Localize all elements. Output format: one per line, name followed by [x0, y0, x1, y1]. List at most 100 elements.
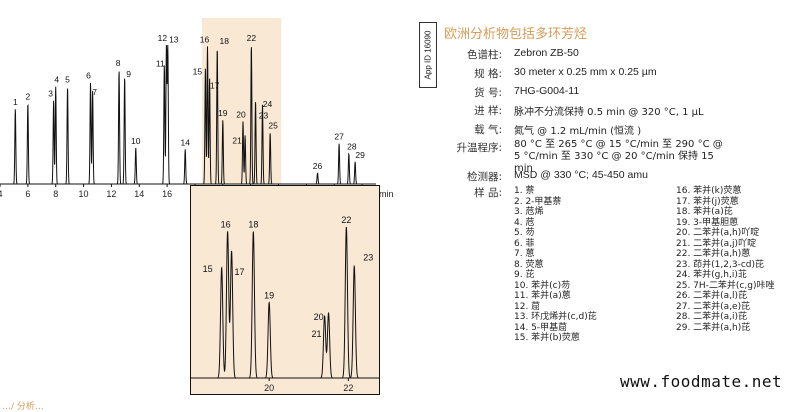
main-chromatogram: 4681012141618202224262830min123456789101…	[0, 18, 394, 199]
analyte-item: 15. 苯并(b)荧蒽	[514, 333, 580, 343]
peak-label: 12	[158, 33, 168, 43]
peak-label: 20	[314, 312, 324, 322]
x-tick-label: 16	[162, 189, 172, 199]
analyte-item: 26. 二苯并(a,l)芘	[676, 291, 748, 301]
param-value: 7HG-G004-11	[514, 85, 580, 97]
analyte-item: 20. 二苯并(a,h)吖啶	[676, 228, 760, 238]
peak-label: 9	[126, 69, 131, 79]
peak-label: 4	[54, 75, 59, 85]
peak-label: 8	[116, 58, 121, 68]
analyte-item: 5. 芴	[514, 228, 535, 238]
peak-label: 5	[65, 75, 70, 85]
analyte-item: 17. 苯并(j)荧蒽	[676, 196, 739, 207]
param-label: 进 样:	[474, 105, 502, 117]
x-tick-label: 20	[264, 383, 274, 393]
param-label: 货 号:	[474, 87, 502, 99]
analyte-item: 25. 7H-二苯并(c,g)咔唑	[676, 280, 775, 291]
analyte-item: 22. 二苯并(a,h)蒽	[676, 249, 751, 259]
peak-label: 22	[247, 33, 257, 43]
analyte-item: 21. 二苯并(a,j)吖啶	[676, 238, 757, 249]
analyte-item: 27. 二苯并(a,e)芘	[676, 301, 751, 312]
peak-label: 1	[13, 97, 18, 107]
peak-label: 11	[156, 58, 165, 68]
analyte-item: 13. 环戊烯并(c,d)芘	[514, 312, 597, 322]
analyte-item: 23. 茚并(1,2,3-cd)芘	[676, 259, 765, 270]
peak-label: 18	[220, 36, 230, 46]
peak-label: 20	[236, 109, 246, 119]
peak-label: 23	[363, 252, 373, 262]
peak-label: 15	[193, 67, 203, 77]
peak-label: 29	[355, 150, 365, 160]
analyte-item: 2. 2-甲基萘	[514, 196, 562, 207]
peak-label: 10	[131, 136, 141, 146]
peak-label: 19	[218, 108, 228, 118]
peak-label: 18	[248, 220, 258, 230]
oven-program-value: 80 °C 至 265 °C @ 15 °C/min 至 290 °C @ 5 …	[514, 139, 723, 174]
x-tick-label: 12	[106, 189, 116, 199]
x-tick-label: 6	[25, 189, 30, 199]
analyte-item: 7. 蒽	[514, 249, 535, 259]
peak-label: 3	[48, 89, 53, 99]
peak-label: 21	[232, 135, 242, 145]
peak-label: 7	[92, 87, 97, 97]
param-label: 升温程序:	[456, 142, 502, 154]
param-label: 载 气:	[474, 124, 502, 136]
peak-label: 28	[347, 141, 357, 151]
param-value: MSD @ 330 °C; 45-450 amu	[514, 169, 648, 181]
peak-label: 27	[334, 132, 344, 142]
peak-label: 21	[312, 329, 322, 339]
peak-label: 16	[200, 34, 210, 44]
app-id-box: App ID 16090	[419, 22, 437, 88]
info-title: 欧洲分析物包括多环芳烃	[444, 27, 588, 42]
x-tick-label: 8	[53, 189, 58, 199]
analyte-list-1: 1. 萘 2. 2-甲基萘 3. 苊烯 4. 苊 5. 芴 6. 菲 7. 蒽 8. 荧蒽 9.…	[514, 186, 597, 344]
peak-label: 17	[210, 80, 220, 90]
peak-label: 22	[341, 215, 351, 225]
peak-label: 19	[264, 291, 274, 301]
highlight-region	[201, 18, 282, 184]
analyte-item: 6. 菲	[514, 238, 535, 249]
peak-label: 6	[86, 71, 91, 81]
analyte-item: 10. 苯并(c)芴	[514, 280, 571, 291]
param-label: 色谱柱:	[466, 49, 502, 61]
param-value: 脉冲不分流保持 0.5 min @ 320 °C, 1 µL	[514, 107, 704, 118]
watermark-text: www.foodmate.net	[620, 372, 783, 391]
x-tick-label: 14	[134, 189, 144, 199]
zoom-frame	[190, 185, 380, 395]
analyte-item: 1. 萘	[514, 186, 535, 196]
peak-label: 16	[221, 220, 231, 230]
x-axis-label: min	[379, 189, 394, 199]
analyte-item: 8. 荧蒽	[514, 259, 544, 270]
param-value: Zebron ZB-50	[514, 47, 579, 59]
analyte-item: 11. 苯并(a)蒽	[514, 291, 571, 301]
zoom-background	[190, 185, 380, 395]
analyte-item: 28. 二苯并(a,i)芘	[676, 312, 748, 322]
param-label: 检测器:	[466, 171, 502, 183]
param-value: 30 meter x 0.25 mm x 0.25 µm	[514, 66, 657, 78]
analyte-item: 12. 䓛	[514, 301, 541, 312]
analyte-item: 18. 苯并(a)芘	[676, 207, 733, 217]
peak-label: 23	[259, 111, 269, 121]
zoom-chromatogram: 20 22 15 16 17 18 19 20 21 22 23	[190, 185, 380, 395]
x-tick-label: 22	[343, 383, 353, 393]
peak-label: 13	[169, 34, 179, 44]
peak-label: 17	[235, 267, 245, 277]
analyte-item: 9. 芘	[514, 270, 535, 280]
param-label: 样 品:	[474, 187, 502, 199]
footer-fragment: …/ 分析…	[2, 402, 44, 412]
peak-label: 25	[268, 121, 278, 131]
analyte-item: 3. 苊烯	[514, 207, 544, 217]
param-value: 氮气 @ 1.2 mL/min (恒流 )	[514, 126, 642, 137]
analyte-item: 24. 苯并(g,h,i)苝	[676, 270, 747, 280]
x-tick-label: 10	[79, 189, 89, 199]
peak-label: 2	[25, 91, 30, 101]
peak-label: 14	[180, 137, 190, 147]
analyte-item: 19. 3-甲基胆蒽	[676, 217, 739, 228]
peak-label: 26	[313, 161, 323, 171]
analyte-item: 16. 苯并(k)荧蒽	[676, 186, 742, 196]
analyte-list-2: 16. 苯并(k)荧蒽 17. 苯并(j)荧蒽 18. 苯并(a)芘 19. 3-甲基…	[676, 186, 774, 333]
analyte-item: 14. 5-甲基䓛	[514, 322, 568, 333]
param-label: 规 格:	[474, 68, 502, 80]
method-info-panel: App ID 16090 欧洲分析物包括多环芳烃 色谱柱: Zebron ZB-…	[418, 18, 791, 348]
x-tick-label: 4	[0, 189, 3, 199]
